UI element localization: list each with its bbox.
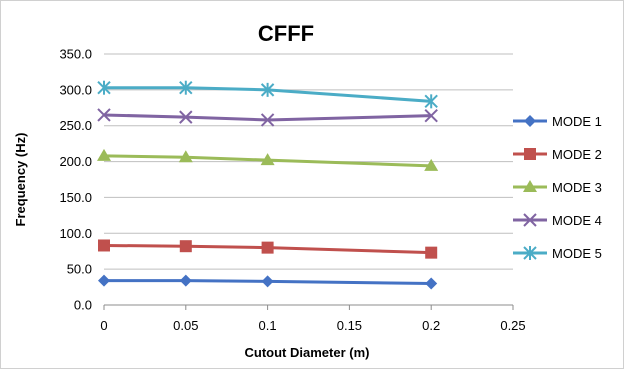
series-1 xyxy=(98,274,438,290)
data-point xyxy=(261,241,274,254)
data-point xyxy=(98,274,110,287)
legend-label: MODE 3 xyxy=(552,180,602,195)
legend-label: MODE 2 xyxy=(552,147,602,162)
legend-item: MODE 2 xyxy=(513,147,602,162)
series-group xyxy=(97,80,439,290)
data-point xyxy=(425,277,438,290)
data-point xyxy=(97,80,111,95)
y-tick-label: 300.0 xyxy=(59,82,92,97)
legend-item: MODE 4 xyxy=(513,213,602,228)
data-point xyxy=(260,113,275,127)
x-tick-label: 0.25 xyxy=(500,318,525,333)
data-point xyxy=(179,80,193,95)
x-tick-label: 0.15 xyxy=(337,318,362,333)
marker-stroke xyxy=(523,213,537,227)
chart-title: CFFF xyxy=(258,21,314,46)
data-point xyxy=(179,110,193,124)
legend: MODE 1 MODE 2 MODE 3 MODE 4 MODE 5 xyxy=(513,114,602,261)
legend-marker xyxy=(524,148,536,160)
y-tick-label: 50.0 xyxy=(67,262,92,277)
data-point xyxy=(260,153,275,166)
legend-marker xyxy=(523,246,537,260)
legend-marker xyxy=(524,115,536,127)
y-tick-label: 0.0 xyxy=(74,298,92,313)
data-point xyxy=(97,148,111,161)
data-point xyxy=(261,275,274,288)
series-2 xyxy=(98,239,438,259)
legend-marker xyxy=(523,213,537,227)
legend-item: MODE 1 xyxy=(513,114,602,129)
marker-stroke xyxy=(97,108,111,122)
gridlines xyxy=(104,53,513,270)
legend-item: MODE 5 xyxy=(513,246,602,261)
y-tick-label: 100.0 xyxy=(59,226,92,241)
x-axis-label: Cutout Diameter (m) xyxy=(245,345,370,360)
series-line xyxy=(103,154,432,168)
data-point xyxy=(260,82,275,97)
series-line xyxy=(103,243,432,255)
legend-label: MODE 4 xyxy=(552,213,602,228)
legend-item: MODE 3 xyxy=(513,180,602,195)
series-5 xyxy=(97,80,438,109)
series-line xyxy=(104,86,432,103)
data-point xyxy=(424,158,439,171)
data-point xyxy=(424,94,438,109)
y-tick-label: 250.0 xyxy=(59,118,92,133)
series-line xyxy=(103,113,432,122)
data-point xyxy=(179,274,192,287)
marker-stroke xyxy=(179,110,193,124)
data-point xyxy=(98,239,110,252)
marker-stroke xyxy=(424,108,438,123)
series-4 xyxy=(97,108,438,127)
x-tick-label: 0 xyxy=(100,318,107,333)
legend-label: MODE 5 xyxy=(552,246,602,261)
legend-label: MODE 1 xyxy=(552,114,602,129)
series-line xyxy=(104,279,432,285)
marker-stroke xyxy=(260,113,275,127)
data-point xyxy=(178,150,193,163)
data-point xyxy=(424,108,438,123)
legend-marker xyxy=(523,180,537,192)
x-tick-label: 0.05 xyxy=(173,318,198,333)
data-point xyxy=(425,246,438,259)
y-tick-label: 200.0 xyxy=(59,154,92,169)
x-tick-label: 0.2 xyxy=(422,318,440,333)
y-tick-label: 350.0 xyxy=(59,47,92,62)
x-tick-label: 0.1 xyxy=(259,318,277,333)
data-point xyxy=(179,240,192,253)
data-point xyxy=(97,108,111,122)
y-tick-label: 150.0 xyxy=(59,190,92,205)
series-3 xyxy=(97,148,439,171)
y-axis-label: Frequency (Hz) xyxy=(13,133,28,227)
